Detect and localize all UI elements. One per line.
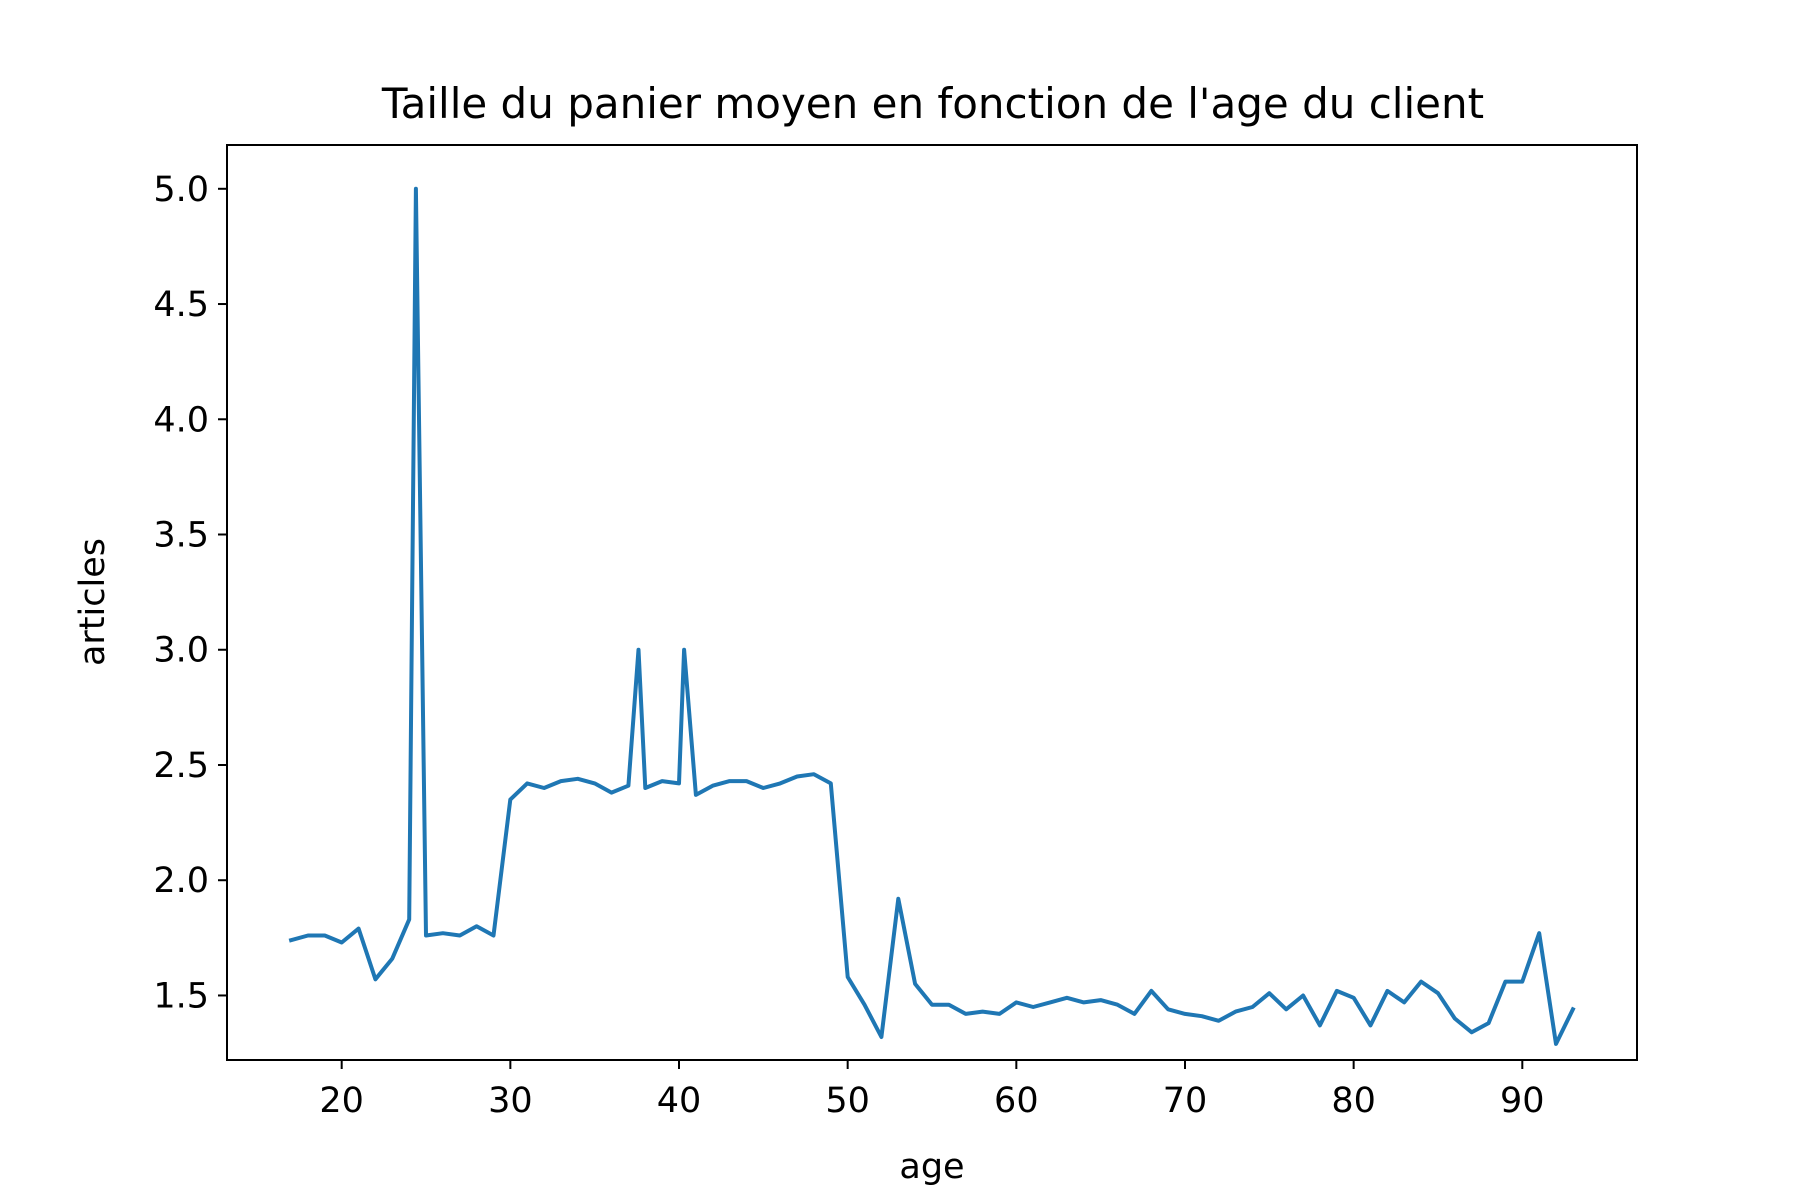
x-tick-label: 30	[488, 1081, 533, 1121]
plot-area-frame	[226, 144, 1638, 1061]
series-line	[288, 186, 1576, 1046]
y-axis-ticks: 1.5 2.0 2.5 3.0 3.5 4.0 4.5 5.0	[153, 170, 227, 1016]
y-tick-label: 3.0	[153, 631, 209, 671]
y-tick-label: 2.5	[153, 746, 209, 786]
x-tick-label: 40	[657, 1081, 702, 1121]
x-tick-label: 20	[319, 1081, 364, 1121]
x-axis-label: age	[899, 1147, 964, 1187]
y-tick-label: 3.5	[153, 516, 209, 556]
y-tick-label: 2.0	[153, 861, 209, 901]
x-tick-label: 90	[1500, 1081, 1545, 1121]
y-axis-label: articles	[73, 538, 113, 666]
chart-title: Taille du panier moyen en fonction de l'…	[381, 79, 1484, 128]
series-layer	[288, 186, 1576, 1046]
x-tick-label: 70	[1163, 1081, 1208, 1121]
x-tick-label: 50	[825, 1081, 870, 1121]
y-tick-label: 4.0	[153, 400, 209, 440]
y-tick-label: 4.5	[153, 285, 209, 325]
x-tick-label: 60	[994, 1081, 1039, 1121]
x-axis-ticks: 20 30 40 50 60 70 80 90	[319, 1060, 1545, 1121]
y-tick-label: 1.5	[153, 976, 209, 1016]
x-tick-label: 80	[1331, 1081, 1376, 1121]
y-tick-label: 5.0	[153, 170, 209, 210]
